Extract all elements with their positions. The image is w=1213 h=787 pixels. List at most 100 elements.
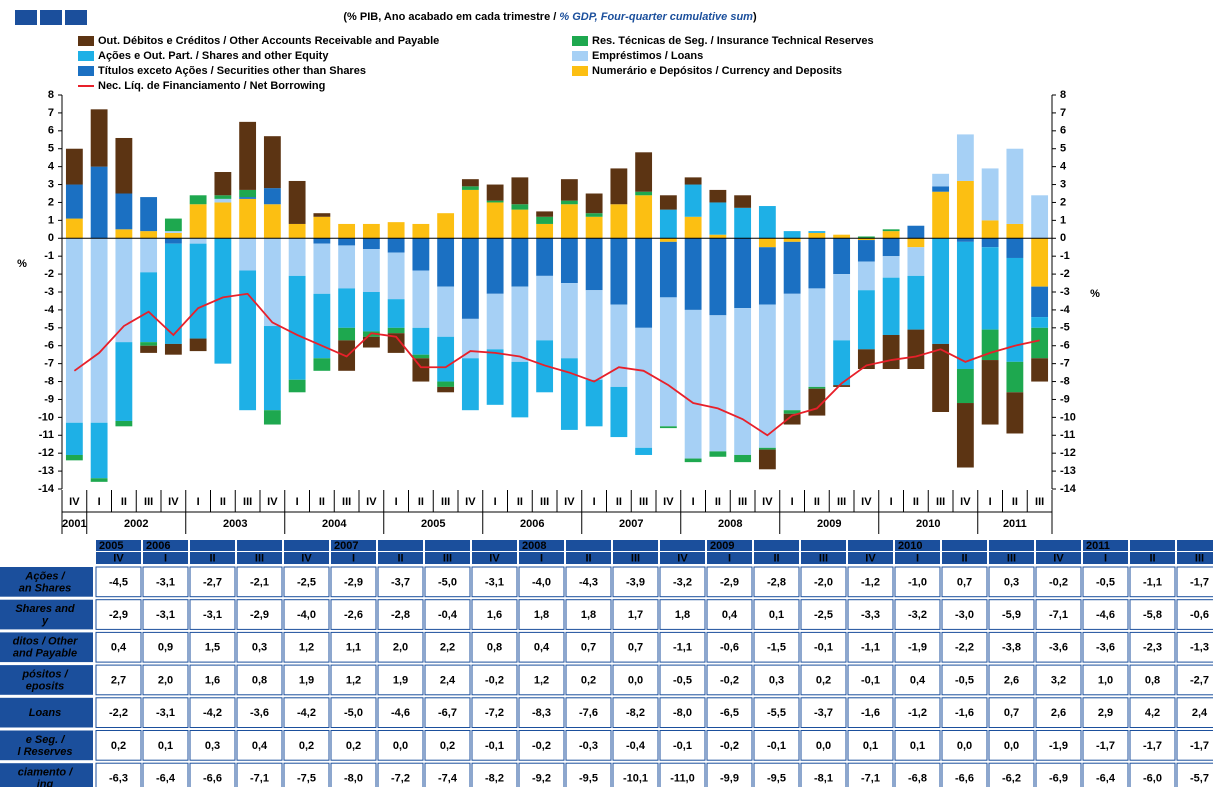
table-cell [800, 762, 847, 787]
bar-segment [709, 315, 727, 452]
bar-segment [610, 238, 628, 305]
table-cell [988, 631, 1035, 663]
cell-value: -0,2 [532, 740, 551, 752]
bar-segment [709, 238, 727, 316]
x-tick-label: IV [564, 496, 575, 508]
header-cell [566, 540, 611, 551]
cell-value: 1,1 [346, 642, 361, 654]
cell-value: -2,8 [391, 609, 410, 621]
table-cell [894, 697, 941, 728]
x-tick-label: IV [366, 496, 377, 508]
table-cell [330, 631, 377, 663]
bar-segment [486, 202, 504, 239]
cell-value: -0,6 [720, 642, 739, 654]
y2-tick-label: -14 [1060, 483, 1077, 495]
bar-segment [635, 152, 653, 192]
year-label: 2010 [916, 518, 940, 530]
table-cell [424, 599, 471, 630]
y-tick-label: 1 [48, 214, 54, 226]
y-tick-label: 2 [48, 196, 54, 208]
cell-value: 2,9 [1098, 707, 1113, 719]
cell-value: -2,7 [1190, 674, 1209, 686]
table-cell [1082, 631, 1129, 663]
bar-segment [115, 342, 133, 421]
cell-value: -7,4 [438, 772, 458, 784]
y-tick-label: 8 [48, 89, 54, 101]
bar-segment [263, 410, 281, 425]
table-cell [330, 697, 377, 728]
table-cell [988, 730, 1035, 761]
bar-segment [164, 238, 182, 244]
y2-tick-label: -2 [1060, 268, 1070, 280]
bar-segment [239, 189, 257, 198]
y2-tick-label: -6 [1060, 340, 1070, 352]
line-series [73, 292, 1040, 437]
bar-segment [65, 454, 83, 461]
cell-value: -0,1 [767, 740, 786, 752]
bar-segment [164, 231, 182, 233]
bar-segment [511, 361, 529, 418]
x-tick-label: III [540, 496, 549, 508]
cell-value: 2,6 [1004, 674, 1019, 686]
bar-segment [387, 252, 405, 300]
table-cell [894, 566, 941, 598]
year-header: 2005 [99, 540, 123, 552]
bar-segment [857, 261, 875, 291]
cell-value: -7,2 [485, 707, 504, 719]
x-tick-label: I [494, 496, 497, 508]
bar-segment [907, 275, 925, 330]
row-label: and Payable [13, 648, 77, 660]
bar-segment [684, 458, 702, 463]
table-cell [471, 664, 518, 696]
cell-value: -0,5 [673, 674, 692, 686]
bar-segment [857, 240, 875, 262]
table-cell [1176, 730, 1213, 761]
cell-value: -0,1 [673, 740, 692, 752]
cell-value: -6,4 [156, 772, 176, 784]
table-cell [659, 730, 706, 761]
legend-label: Nec. Líq. de Financiamento / Net Borrowi… [98, 80, 325, 92]
header-cell [237, 540, 282, 551]
bar-segment [412, 327, 430, 355]
bar-segment [387, 299, 405, 328]
table-cell [894, 631, 941, 663]
bar-segment [956, 238, 974, 242]
cell-value: 1,2 [346, 674, 361, 686]
cell-value: -2,6 [344, 609, 363, 621]
bar-segment [387, 222, 405, 239]
bar-segment [140, 238, 158, 273]
table-cell [330, 599, 377, 630]
cell-value: -3,6 [1096, 642, 1115, 654]
cell-value: -6,6 [203, 772, 222, 784]
bar-segment [635, 238, 653, 328]
bar-segment [659, 195, 677, 210]
cell-value: 2,6 [1051, 707, 1066, 719]
table-cell [565, 730, 612, 761]
cell-value: 0,4 [111, 642, 127, 654]
y-tick-label: -1 [44, 250, 54, 262]
bar-segment [610, 168, 628, 205]
bar-segment [164, 243, 182, 344]
bar-segment [263, 204, 281, 239]
cell-value: 2,4 [440, 674, 456, 686]
quarter-header: III [1195, 552, 1204, 564]
cell-value: -3,8 [1002, 642, 1021, 654]
bar-segment [560, 283, 578, 359]
cell-value: -8,2 [626, 707, 645, 719]
bar-segment [907, 329, 925, 370]
bar-segment [486, 293, 504, 350]
bar-segment [585, 238, 603, 291]
table-cell [189, 730, 236, 761]
bar-segment [65, 238, 83, 423]
row-label: an Shares [19, 582, 72, 594]
cell-value: -0,5 [955, 674, 974, 686]
header-cell [801, 552, 846, 564]
x-tick-label: IV [762, 496, 773, 508]
cell-value: -8,3 [532, 707, 551, 719]
year-label: 2002 [124, 518, 148, 530]
table-cell [189, 599, 236, 630]
quarter-header: I [164, 552, 167, 564]
bar-segment [338, 245, 356, 289]
cell-value: 1,2 [534, 674, 549, 686]
